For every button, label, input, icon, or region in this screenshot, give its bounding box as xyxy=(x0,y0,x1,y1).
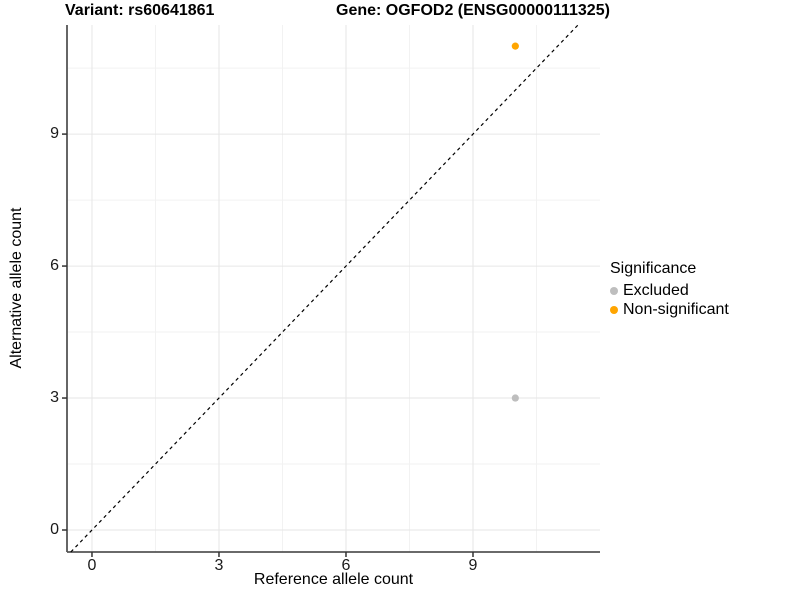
data-point-non-significant xyxy=(511,42,519,50)
identity-dashed-line xyxy=(70,24,579,553)
legend-key-non-significant-dot xyxy=(610,305,618,314)
y-axis-tick-label: 9 xyxy=(50,125,59,143)
legend-item-non-significant: Non-significant xyxy=(610,300,729,319)
y-axis-title: Alternative allele count xyxy=(8,207,25,369)
x-axis-tick-label: 3 xyxy=(214,557,224,574)
data-point-excluded xyxy=(511,394,519,402)
plot-title-gene: Gene: OGFOD2 (ENSG00000111325) xyxy=(336,2,610,19)
y-axis-tick-label: 6 xyxy=(50,257,59,275)
x-axis-tick-label: 6 xyxy=(341,557,351,574)
plot-title-variant: Variant: rs60641861 xyxy=(65,2,215,19)
y-axis-tick-label: 0 xyxy=(50,521,59,538)
legend-item-excluded: Excluded xyxy=(610,281,729,300)
x-axis-tick-label: 9 xyxy=(468,557,478,574)
legend: Significance Excluded Non-significant xyxy=(610,259,729,319)
legend-item-label: Excluded xyxy=(623,282,689,299)
legend-item-label: Non-significant xyxy=(623,301,729,318)
x-axis-title: Reference allele count xyxy=(253,571,414,588)
legend-key-excluded-dot xyxy=(610,286,618,295)
y-axis-tick-label: 3 xyxy=(50,389,59,407)
legend-title: Significance xyxy=(610,260,697,277)
x-axis-tick-label: 0 xyxy=(87,557,97,574)
